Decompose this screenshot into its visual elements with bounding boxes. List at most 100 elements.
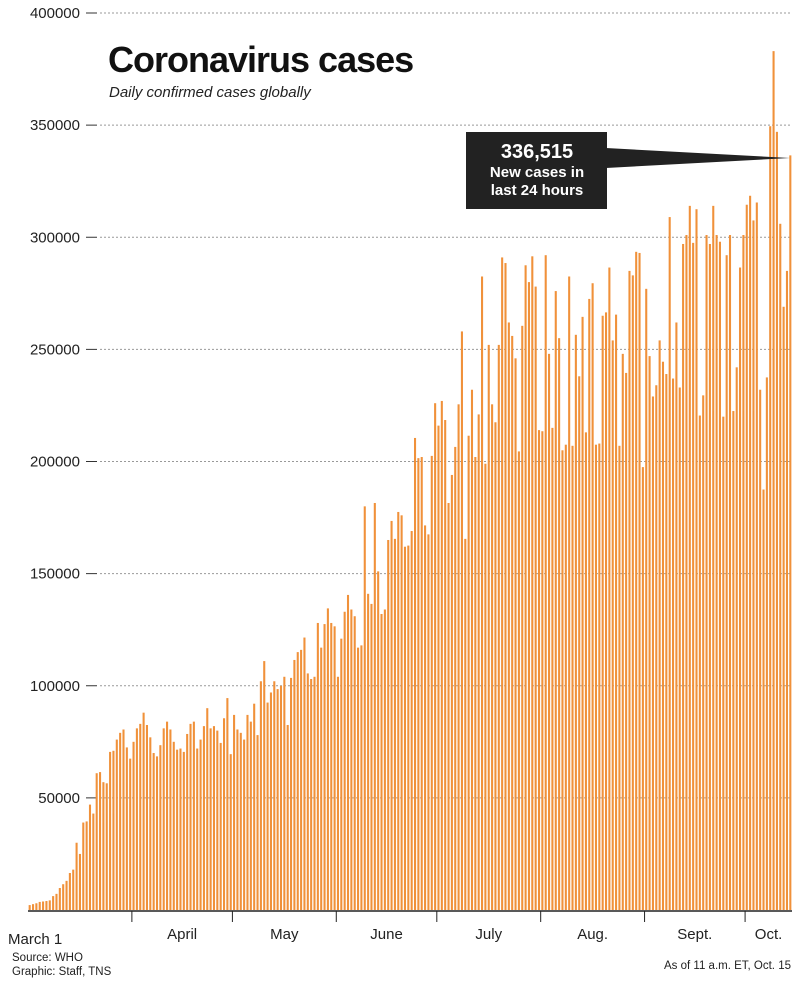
bar-114 [410, 531, 413, 910]
bar-207 [722, 416, 725, 910]
bar-65 [246, 714, 249, 910]
bar-141 [501, 257, 504, 910]
bar-18 [88, 804, 92, 910]
bar-52 [202, 726, 205, 910]
bar-6 [48, 900, 51, 910]
bar-23 [105, 783, 108, 910]
bar-179 [628, 270, 631, 910]
bar-37 [152, 753, 155, 910]
bar-185 [648, 356, 651, 911]
bar-169 [594, 444, 598, 910]
as-of-note: As of 11 a.m. ET, Oct. 15 [664, 960, 791, 972]
y-tick-label-0: 50000 [38, 790, 80, 807]
x-tick-label-4: July [475, 926, 502, 943]
bar-104 [377, 571, 380, 910]
callout-value: 336,515 [501, 141, 573, 163]
bar-186 [651, 396, 654, 911]
bar-75 [279, 685, 283, 910]
bar-149 [527, 282, 530, 911]
bar-34 [142, 712, 145, 910]
bar-150 [531, 256, 534, 910]
y-tick-label-2: 150000 [30, 566, 80, 583]
bar-85 [313, 676, 316, 910]
bar-110 [397, 511, 400, 910]
bar-188 [658, 340, 661, 910]
bar-98 [357, 647, 360, 910]
x-tick-label-1: April [167, 926, 197, 943]
bar-227 [789, 155, 792, 910]
bar-95 [346, 594, 350, 910]
bar-7 [52, 896, 55, 910]
bar-203 [708, 243, 711, 911]
bar-2 [35, 903, 38, 910]
bar-226 [785, 270, 789, 910]
bar-222 [772, 51, 775, 911]
x-tick-label-6: Sept. [677, 926, 712, 943]
bar-61 [233, 714, 236, 910]
chart-subtitle: Daily confirmed cases globally [109, 84, 312, 101]
bar-122 [437, 425, 440, 910]
x-axis: March 1 April May June July Aug. Sept. Oct. [8, 910, 792, 948]
bar-127 [454, 446, 457, 910]
bar-161 [568, 276, 571, 910]
bar-51 [199, 739, 202, 910]
bar-198 [692, 242, 695, 911]
x-tick-label-2: May [270, 926, 299, 943]
bar-68 [256, 735, 259, 910]
bar-157 [554, 291, 557, 910]
bar-193 [675, 322, 678, 911]
bar-72 [269, 692, 272, 910]
graphic-credit: Graphic: Staff, TNS [12, 966, 112, 978]
bar-77 [286, 724, 289, 910]
bar-25 [112, 750, 115, 910]
bar-214 [745, 204, 748, 911]
bar-160 [564, 444, 567, 910]
bar-21 [99, 772, 102, 910]
y-tick-label-1: 100000 [30, 678, 80, 695]
bar-60 [229, 754, 232, 910]
bar-183 [641, 467, 644, 910]
bar-124 [444, 420, 447, 910]
x-tick-label-0: March 1 [8, 931, 62, 948]
bar-132 [470, 389, 474, 910]
bar-217 [755, 202, 758, 911]
bar-189 [661, 361, 665, 911]
bar-29 [125, 747, 128, 910]
bar-80 [296, 652, 299, 910]
bar-53 [206, 708, 209, 910]
bar-159 [561, 450, 564, 910]
bar-49 [192, 721, 195, 910]
bar-123 [440, 400, 443, 910]
bar-172 [604, 312, 608, 910]
bar-111 [400, 515, 403, 910]
bar-201 [702, 395, 705, 911]
bar-212 [739, 267, 742, 910]
bar-39 [159, 745, 162, 910]
bar-30 [129, 758, 132, 910]
bar-156 [551, 427, 554, 910]
bar-5 [45, 901, 48, 910]
bar-16 [82, 822, 85, 910]
bar-178 [625, 372, 628, 910]
bar-195 [682, 243, 685, 911]
bar-86 [316, 622, 319, 910]
bar-221 [769, 126, 772, 910]
x-tick-label-7: Oct. [755, 926, 783, 943]
y-tick-label-7: 400000 [30, 5, 80, 22]
bar-71 [266, 702, 269, 910]
bar-45 [179, 748, 182, 910]
bar-137 [487, 344, 490, 910]
bar-88 [323, 624, 326, 910]
bar-196 [685, 235, 688, 910]
bar-121 [434, 403, 437, 910]
bar-164 [578, 376, 581, 910]
bar-155 [548, 353, 551, 910]
bar-12 [68, 873, 71, 910]
bar-162 [571, 445, 574, 910]
bar-47 [186, 733, 189, 910]
bar-56 [216, 730, 219, 910]
bar-63 [239, 732, 242, 910]
bar-22 [102, 782, 105, 910]
bar-211 [735, 367, 738, 910]
bar-146 [517, 451, 520, 910]
